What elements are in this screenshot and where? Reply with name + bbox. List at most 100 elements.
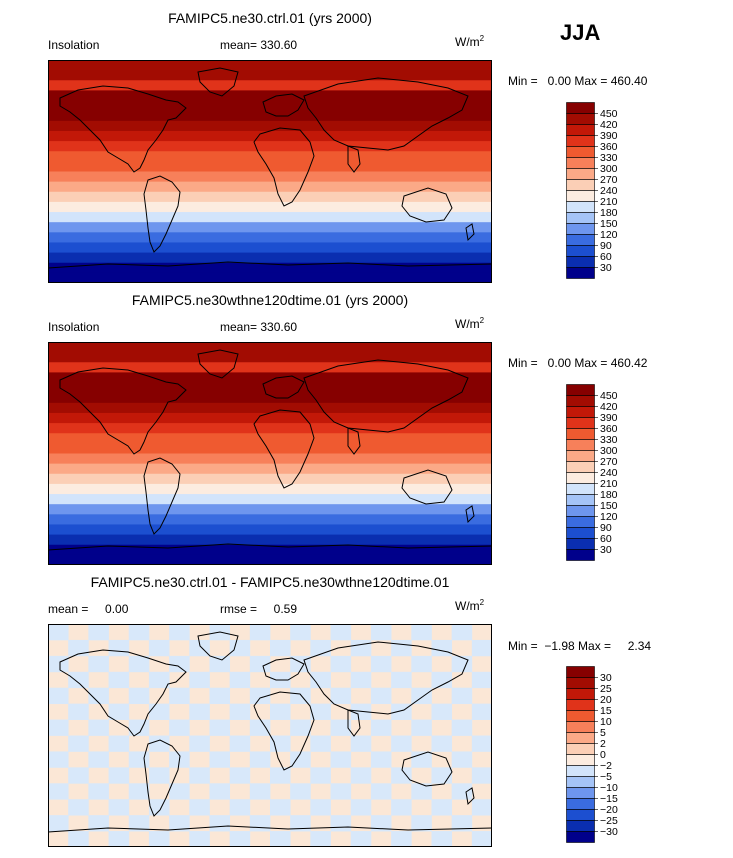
diff-cell xyxy=(169,815,190,832)
diff-cell xyxy=(330,783,352,800)
diff-cell xyxy=(370,783,392,800)
colorbar-label: 150 xyxy=(600,218,618,230)
diff-cell xyxy=(209,655,231,673)
colorbar-box xyxy=(566,428,595,440)
diff-cell xyxy=(229,671,251,689)
panel2-title: FAMIPC5.ne30wthne120dtime.01 (yrs 2000) xyxy=(131,292,409,308)
diff-cell xyxy=(350,639,372,657)
diff-cell xyxy=(411,719,432,736)
diff-cell xyxy=(350,767,372,784)
diff-cell xyxy=(370,751,392,768)
diff-cell xyxy=(431,639,453,657)
colorbar-label: 0 xyxy=(600,749,606,761)
diff-cell xyxy=(471,639,492,657)
diff-cell xyxy=(169,687,190,705)
diff-cell xyxy=(108,671,130,689)
zonal-band xyxy=(48,242,492,254)
diff-cell xyxy=(411,815,432,832)
panel3-map xyxy=(48,624,492,847)
panel1-units: W/m2 xyxy=(455,34,484,49)
zonal-band xyxy=(48,161,492,173)
diff-cell xyxy=(88,751,109,768)
colorbar-box xyxy=(566,146,595,158)
coastline xyxy=(59,85,187,173)
diff-cell xyxy=(431,767,453,784)
coastline xyxy=(465,505,475,524)
colorbar-box xyxy=(566,527,595,539)
diff-cell xyxy=(290,719,311,736)
colorbar-box xyxy=(566,505,595,517)
diff-cell xyxy=(108,831,130,847)
colorbar-box xyxy=(566,688,595,700)
diff-cell xyxy=(209,815,231,832)
coastline xyxy=(197,349,239,379)
diff-cell xyxy=(68,703,89,720)
colorbar-box xyxy=(566,787,595,799)
zonal-band xyxy=(48,342,492,353)
diff-cell xyxy=(148,831,170,847)
zonal-band xyxy=(48,352,492,363)
diff-cell xyxy=(108,639,130,657)
colorbar-label: 240 xyxy=(600,185,618,197)
diff-cell xyxy=(169,655,190,673)
coastline xyxy=(262,375,305,399)
diff-cell xyxy=(189,735,210,752)
panel1-mean-label: mean= 330.60 xyxy=(220,38,298,52)
diff-cell xyxy=(189,703,210,720)
zonal-band xyxy=(48,60,492,71)
diff-cell xyxy=(310,799,331,816)
zonal-band xyxy=(48,423,492,434)
colorbar-label: 90 xyxy=(600,240,612,252)
diff-cell xyxy=(391,671,412,689)
colorbar-label: 210 xyxy=(600,196,618,208)
coastline xyxy=(262,657,305,681)
diff-cell xyxy=(249,624,271,641)
diff-cell xyxy=(290,687,311,705)
zonal-band xyxy=(48,402,492,414)
diff-cell xyxy=(290,815,311,832)
diff-cell xyxy=(229,703,251,720)
diff-cell xyxy=(431,831,453,847)
panel1-map xyxy=(48,60,492,283)
coastline xyxy=(48,825,492,833)
panel3-units-base: W/m xyxy=(455,599,480,613)
diff-cell xyxy=(148,767,170,784)
zonal-band xyxy=(48,463,492,475)
diff-cell xyxy=(148,799,170,816)
diff-cell xyxy=(270,735,291,752)
colorbar-label: 240 xyxy=(600,467,618,479)
colorbar-box xyxy=(566,267,595,279)
coastline xyxy=(59,367,187,455)
zonal-band xyxy=(48,130,492,142)
colorbar-box xyxy=(566,776,595,788)
diff-cell xyxy=(48,655,69,673)
coastline xyxy=(197,631,239,661)
diff-cell xyxy=(128,783,150,800)
colorbar-label: −20 xyxy=(600,804,618,816)
zonal-band xyxy=(48,262,492,274)
zonal-band xyxy=(48,362,492,374)
zonal-band xyxy=(48,181,492,193)
colorbar-label: 360 xyxy=(600,423,618,435)
colorbar-label: 10 xyxy=(600,716,612,728)
panel3-units-exp: 2 xyxy=(479,598,485,607)
coastline xyxy=(48,543,492,551)
zonal-band xyxy=(48,272,492,283)
colorbar-label: −25 xyxy=(600,815,618,827)
diff-cell xyxy=(370,655,392,673)
panel1-units-exp: 2 xyxy=(479,34,485,43)
coastline xyxy=(253,691,315,771)
diff-cell xyxy=(370,687,392,705)
diff-cell xyxy=(148,671,170,689)
colorbar-label: 30 xyxy=(600,262,612,274)
diff-cell xyxy=(310,735,331,752)
diff-cell xyxy=(48,624,69,641)
coastline xyxy=(347,709,361,737)
diff-cell xyxy=(330,751,352,768)
diff-cell xyxy=(68,799,89,816)
diff-cell xyxy=(128,751,150,768)
diff-cell xyxy=(189,831,210,847)
diff-cell xyxy=(350,799,372,816)
colorbar-label: −5 xyxy=(600,771,612,783)
colorbar-label: 25 xyxy=(600,683,612,695)
